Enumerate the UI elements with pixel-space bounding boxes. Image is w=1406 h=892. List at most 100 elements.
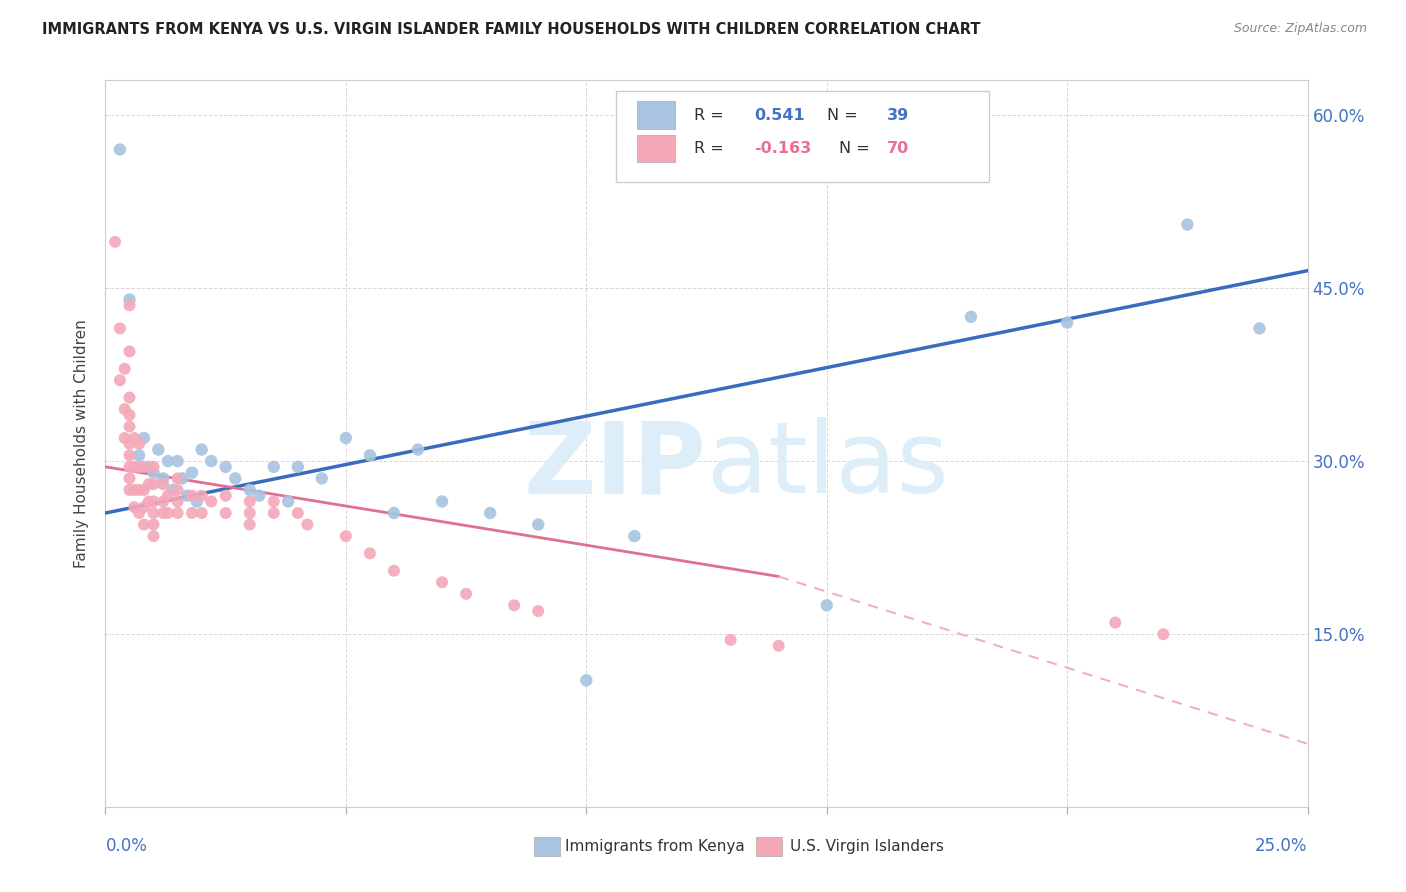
Point [118,483,141,497]
Text: N =: N = [839,141,875,156]
Point [239,517,262,532]
Text: Immigrants from Kenya: Immigrants from Kenya [565,839,745,854]
Point [1249,321,1271,335]
Point [359,448,381,462]
Point [263,459,285,474]
Point [138,494,160,508]
Text: R =: R = [695,141,730,156]
Point [166,506,188,520]
Point [142,506,165,520]
Point [132,459,155,474]
Point [156,506,179,520]
Point [359,546,381,560]
Point [287,506,309,520]
Point [214,506,236,520]
Point [124,431,146,445]
Point [527,517,550,532]
Point [479,506,502,520]
Point [181,466,204,480]
Point [190,506,212,520]
Point [118,437,141,451]
Text: 39: 39 [887,108,910,123]
Point [1152,627,1174,641]
Point [142,459,165,474]
Point [132,431,155,445]
Text: atlas: atlas [707,417,948,514]
Point [720,632,742,647]
Point [166,454,188,468]
Point [166,494,188,508]
Point [128,448,150,462]
Point [214,489,236,503]
Point [156,489,179,503]
Point [124,459,146,474]
Point [430,575,453,590]
FancyBboxPatch shape [637,102,675,129]
Point [156,454,179,468]
Point [503,599,526,613]
Point [132,517,155,532]
Text: 0.0%: 0.0% [105,837,148,855]
Point [152,477,174,491]
Point [382,564,405,578]
Point [297,517,319,532]
Text: -0.163: -0.163 [755,141,811,156]
Point [263,494,285,508]
Point [190,442,212,457]
Point [181,506,204,520]
Point [335,431,357,445]
Point [1056,316,1078,330]
Point [118,391,141,405]
Point [142,529,165,543]
Point [118,448,141,462]
Point [623,529,645,543]
FancyBboxPatch shape [616,91,988,182]
Point [142,494,165,508]
Point [138,477,160,491]
Point [118,459,141,474]
Point [287,459,309,474]
Point [263,506,285,520]
Point [960,310,983,324]
Point [247,489,270,503]
Text: 25.0%: 25.0% [1256,837,1308,855]
Point [132,483,155,497]
Point [162,483,184,497]
Point [108,321,131,335]
Point [108,373,131,387]
Point [190,489,212,503]
Point [200,494,222,508]
Point [181,489,204,503]
Text: IMMIGRANTS FROM KENYA VS U.S. VIRGIN ISLANDER FAMILY HOUSEHOLDS WITH CHILDREN CO: IMMIGRANTS FROM KENYA VS U.S. VIRGIN ISL… [42,22,980,37]
Point [118,419,141,434]
Point [118,471,141,485]
Point [118,408,141,422]
Point [214,459,236,474]
Point [124,483,146,497]
Point [152,506,174,520]
Point [118,293,141,307]
Point [527,604,550,618]
Y-axis label: Family Households with Children: Family Households with Children [75,319,90,568]
Point [239,506,262,520]
Point [114,361,136,376]
Text: 0.541: 0.541 [755,108,806,123]
Point [239,483,262,497]
Point [114,402,136,417]
FancyBboxPatch shape [637,135,675,162]
Point [277,494,299,508]
Point [335,529,357,543]
Point [118,298,141,312]
Point [200,454,222,468]
Point [166,471,188,485]
Point [138,459,160,474]
Point [768,639,790,653]
Point [142,517,165,532]
Point [142,466,165,480]
Point [575,673,598,688]
Point [239,494,262,508]
Point [104,235,127,249]
Point [430,494,453,508]
Point [406,442,429,457]
Text: 70: 70 [887,141,910,156]
